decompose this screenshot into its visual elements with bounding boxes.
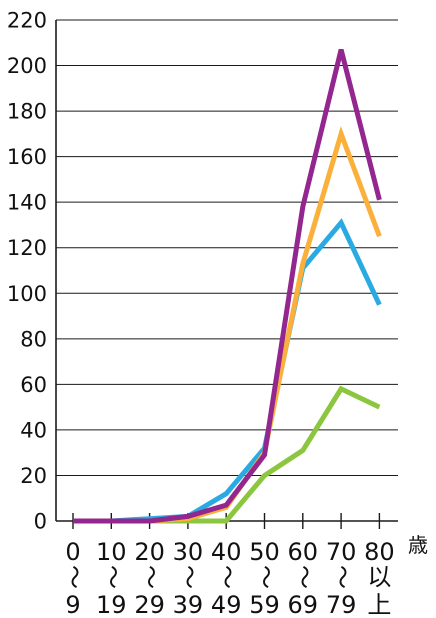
x-tick-label-part: 79 — [326, 591, 357, 618]
axes — [55, 20, 398, 529]
series-line-3 — [73, 126, 382, 524]
y-tick-label: 40 — [20, 418, 47, 442]
x-tick-label-part: 70 — [326, 538, 357, 566]
x-tick-label-part: 19 — [96, 591, 127, 618]
x-tick-label-part: 以 — [367, 563, 391, 591]
x-tick-label: 60〜69 — [288, 538, 319, 618]
x-tick-label-part: 50 — [249, 538, 280, 566]
x-tick-label-part: 29 — [134, 591, 165, 618]
series-lines — [73, 48, 382, 524]
x-tick-label-part: 59 — [249, 591, 280, 618]
x-tick-label-part: 〜 — [98, 565, 126, 589]
x-tick-labels: 0〜910〜1920〜2930〜3940〜4950〜5960〜6970〜7980… — [60, 538, 395, 618]
series-line-2 — [73, 218, 382, 524]
x-tick-label: 50〜59 — [249, 538, 280, 618]
y-tick-label: 0 — [34, 510, 47, 534]
series-line-4 — [73, 48, 382, 524]
x-tick-label-part: 0 — [65, 538, 80, 566]
x-tick-label-part: 39 — [173, 591, 204, 618]
y-tick-label: 100 — [7, 282, 47, 306]
x-tick-label-part: 〜 — [137, 565, 165, 589]
x-tick-label-part: 〜 — [213, 565, 241, 589]
x-tick-label-part: 〜 — [60, 565, 88, 589]
x-tick-label-part: 〜 — [175, 565, 203, 589]
y-tick-labels: 0 20 40 60 80 100 120 140 160 180 200 220 — [7, 9, 47, 534]
y-tick-label: 60 — [20, 373, 47, 397]
y-tick-label: 180 — [7, 100, 47, 124]
x-tick-label-part: 〜 — [252, 565, 280, 589]
y-tick-label: 80 — [20, 327, 47, 351]
x-tick-label-part: 49 — [211, 591, 242, 618]
x-tick-label-part: 20 — [134, 538, 165, 566]
x-tick-label-part: 上 — [367, 591, 391, 618]
y-tick-label: 160 — [7, 145, 47, 169]
x-tick-label: 20〜29 — [134, 538, 165, 618]
x-tick-label-part: 〜 — [290, 565, 318, 589]
y-tick-label: 200 — [7, 54, 47, 78]
x-tick-label: 70〜79 — [326, 538, 357, 618]
x-tick-label-part: 60 — [288, 538, 319, 566]
y-tick-label: 120 — [7, 236, 47, 260]
x-tick-label-part: 10 — [96, 538, 127, 566]
x-tick-label-part: 40 — [211, 538, 242, 566]
y-tick-label: 20 — [20, 464, 47, 488]
x-tick-label-part: 80 — [364, 538, 395, 566]
x-tick-label-part: 〜 — [328, 565, 356, 589]
x-tick-label-part: 69 — [288, 591, 319, 618]
x-tick-label: 40〜49 — [211, 538, 242, 618]
y-tick-label: 220 — [7, 9, 47, 33]
x-tick-label: 0〜9 — [60, 538, 88, 618]
x-tick-label-part: 30 — [173, 538, 204, 566]
x-tick-label: 10〜19 — [96, 538, 127, 618]
x-tick-label-part: 9 — [65, 591, 80, 618]
y-tick-label: 140 — [7, 191, 47, 215]
x-tick-label: 30〜39 — [173, 538, 204, 618]
gridlines — [56, 19, 398, 476]
x-axis-unit-label: 歳 — [408, 533, 428, 557]
